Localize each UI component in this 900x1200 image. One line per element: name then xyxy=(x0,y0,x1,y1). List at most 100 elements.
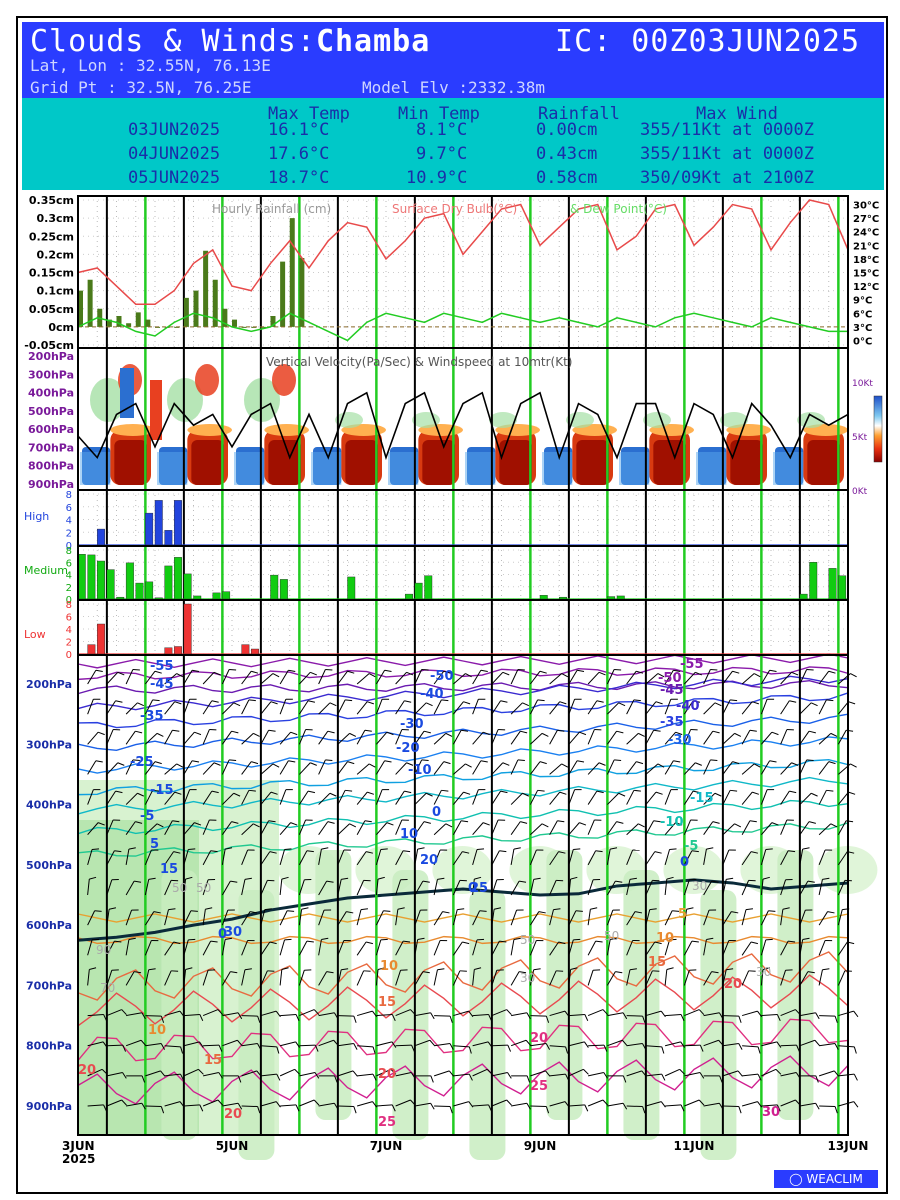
wind-barb xyxy=(780,1072,797,1077)
wind-barb xyxy=(672,910,680,912)
wind-barb xyxy=(633,699,641,702)
wind-barb xyxy=(125,1039,142,1047)
wind-barb xyxy=(375,849,382,865)
wind-barb xyxy=(660,1010,666,1018)
wind-barb xyxy=(584,1104,589,1112)
wind-barb xyxy=(202,729,210,745)
rh-label: 30 xyxy=(756,965,771,979)
wind-barb xyxy=(125,971,135,986)
wind-barb xyxy=(549,909,554,926)
wind-barb xyxy=(380,938,388,941)
cs-axis-tick: 600hPa xyxy=(26,919,72,932)
wind-barb xyxy=(241,733,254,745)
row-min-temp: 8.1°C xyxy=(416,120,468,140)
med-cloud-bar xyxy=(154,597,163,600)
wind-barb xyxy=(125,939,130,956)
wind-barb xyxy=(449,1043,454,1050)
wind-barb xyxy=(122,1044,127,1052)
wind-barb xyxy=(529,670,541,685)
wind-barb xyxy=(579,731,587,736)
wind-barb xyxy=(549,820,558,835)
wind-barb xyxy=(848,701,856,705)
wind-barb xyxy=(472,1013,489,1017)
isotherm-label: 10 xyxy=(380,959,398,974)
wind-barb xyxy=(318,939,322,956)
wind-barb xyxy=(684,762,696,775)
wind-barb xyxy=(414,1012,431,1017)
isotherm-label: 25 xyxy=(378,1115,396,1130)
isotherm-line xyxy=(77,913,849,923)
wind-barb xyxy=(510,702,523,715)
wind-barb xyxy=(752,791,759,795)
wind-barb xyxy=(346,911,354,914)
wind-barb xyxy=(795,1009,801,1016)
wind-barb xyxy=(491,819,499,835)
wind-barb xyxy=(654,941,662,945)
wind-barb xyxy=(722,1015,739,1017)
wind-barb xyxy=(626,733,639,745)
wind-barb xyxy=(655,791,663,795)
wind-barb xyxy=(318,1102,335,1107)
row-date: 05JUN2025 xyxy=(128,168,221,188)
wind-barb xyxy=(421,759,429,761)
wind-barb xyxy=(106,729,114,745)
wind-barb xyxy=(270,701,278,705)
wind-barb xyxy=(205,907,213,910)
wind-barb xyxy=(390,1068,397,1075)
wind-barb xyxy=(568,910,577,926)
wind-barb xyxy=(299,762,311,775)
wind-barb xyxy=(321,937,329,941)
wind-barb xyxy=(434,1015,451,1017)
wind-barb xyxy=(742,1073,759,1077)
wind-barb xyxy=(602,1009,609,1016)
wind-barb xyxy=(174,791,182,795)
wind-barb xyxy=(257,1015,261,1023)
wind-barb xyxy=(642,1043,647,1050)
med-cloud-bar xyxy=(539,595,548,600)
wind-barb xyxy=(260,1010,277,1017)
wind-barb xyxy=(703,702,716,715)
wind-barb xyxy=(703,880,713,896)
wind-barb xyxy=(660,1101,666,1108)
wind-barb xyxy=(664,879,668,896)
temp-axis-tick: 15°C xyxy=(853,269,879,280)
wind-barb xyxy=(711,971,719,974)
wind-barb xyxy=(115,700,123,703)
isotherm-label: 15 xyxy=(160,862,178,877)
med-cloud-bar xyxy=(193,595,202,600)
wind-barb xyxy=(780,700,790,715)
wind-barb xyxy=(722,823,735,836)
wind-barb xyxy=(231,730,239,734)
wind-barb xyxy=(828,670,836,674)
wind-barb xyxy=(588,1044,605,1047)
wind-barb xyxy=(367,701,374,705)
low-axis-tick: 6 xyxy=(66,613,72,624)
wind-barb xyxy=(87,849,93,865)
wind-barb xyxy=(771,822,779,826)
wind10m-line xyxy=(77,391,849,461)
wind-barb xyxy=(568,1104,585,1107)
wind-barb xyxy=(557,820,565,823)
wind-barb xyxy=(559,791,567,795)
wind-barb xyxy=(299,1044,316,1047)
wind-barb xyxy=(183,699,191,715)
wind-barb xyxy=(818,911,829,926)
wind-barb xyxy=(741,730,751,745)
wind-barb xyxy=(414,909,421,926)
wind-barb xyxy=(629,877,637,880)
wind-barb xyxy=(664,670,674,685)
wind-barb xyxy=(665,1104,682,1107)
wind-barb xyxy=(549,1045,566,1048)
wind-barb xyxy=(222,702,235,715)
med-axis-tick: 2 xyxy=(66,583,72,594)
rh-label: 70 xyxy=(100,981,115,995)
wind-barb xyxy=(703,1039,719,1047)
wind-barb xyxy=(517,669,525,671)
vv-green-patch xyxy=(489,412,517,428)
wind-barb xyxy=(780,850,789,866)
wind-barb xyxy=(722,940,730,956)
wind-barb xyxy=(211,700,219,703)
rh-shade xyxy=(469,890,506,1160)
wind-barb xyxy=(329,792,337,797)
wind-barb xyxy=(307,700,316,703)
